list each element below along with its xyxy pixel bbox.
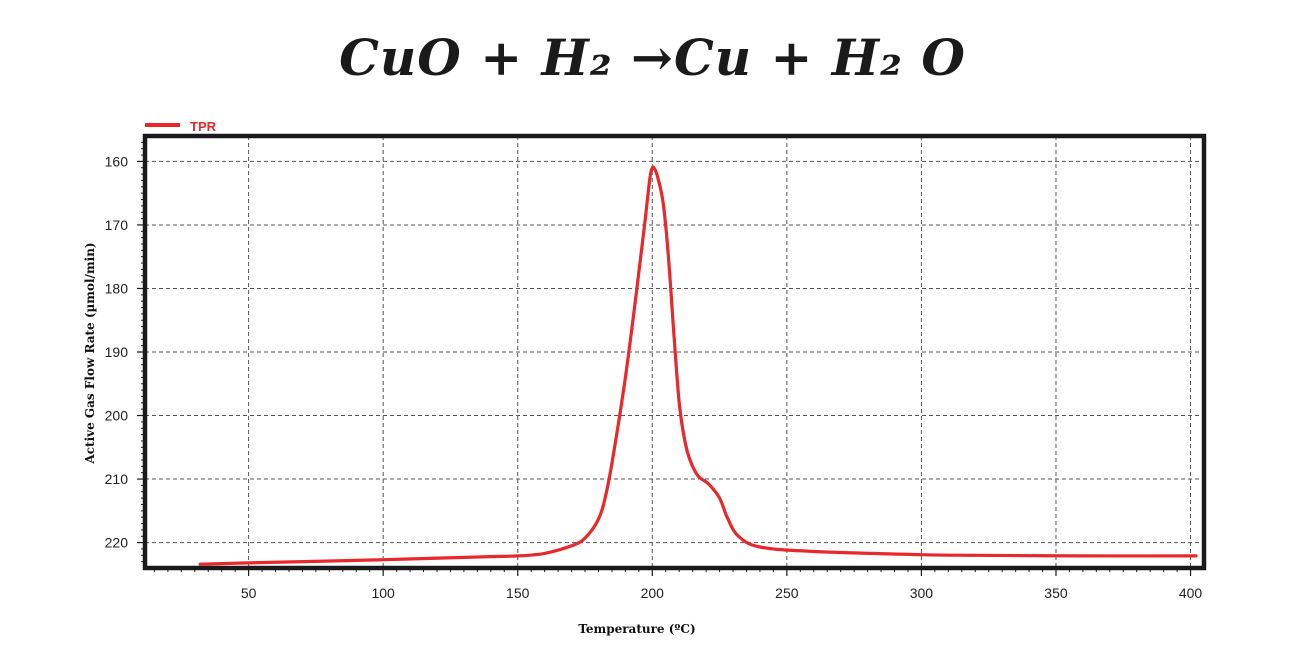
- major-ticks: [137, 160, 1192, 576]
- x-tick-labels: 50 100 150 200 250 300 350 400: [241, 585, 1203, 601]
- x-tick-label: 100: [371, 585, 395, 601]
- y-tick-label: 160: [105, 153, 129, 169]
- chart-title: CuO + H₂ →Cu + H₂ O: [339, 28, 966, 87]
- x-tick-label: 50: [241, 585, 257, 601]
- y-tick-label: 170: [105, 217, 129, 233]
- series-line-tpr: [198, 165, 1198, 566]
- minor-ticks: [141, 141, 1178, 572]
- x-tick-label: 300: [910, 585, 934, 601]
- x-tick-label: 150: [506, 585, 530, 601]
- y-tick-label: 190: [105, 344, 129, 360]
- y-tick-label: 180: [105, 280, 129, 296]
- legend-label-tpr: TPR: [190, 119, 217, 134]
- y-tick-label: 220: [105, 535, 129, 551]
- y-tick-label: 210: [105, 471, 129, 487]
- x-tick-label: 200: [641, 585, 665, 601]
- x-axis-title: Temperature (ºC): [578, 622, 695, 636]
- plot-frame: [142, 133, 1207, 571]
- grid-lines: [145, 136, 1204, 568]
- x-tick-label: 350: [1044, 585, 1068, 601]
- x-tick-label: 400: [1179, 585, 1203, 601]
- y-tick-labels: 160 170 180 190 200 210 220: [105, 153, 129, 550]
- y-tick-label: 200: [105, 408, 129, 424]
- x-tick-label: 250: [775, 585, 799, 601]
- y-axis-title: Active Gas Flow Rate (µmol/min): [83, 242, 97, 464]
